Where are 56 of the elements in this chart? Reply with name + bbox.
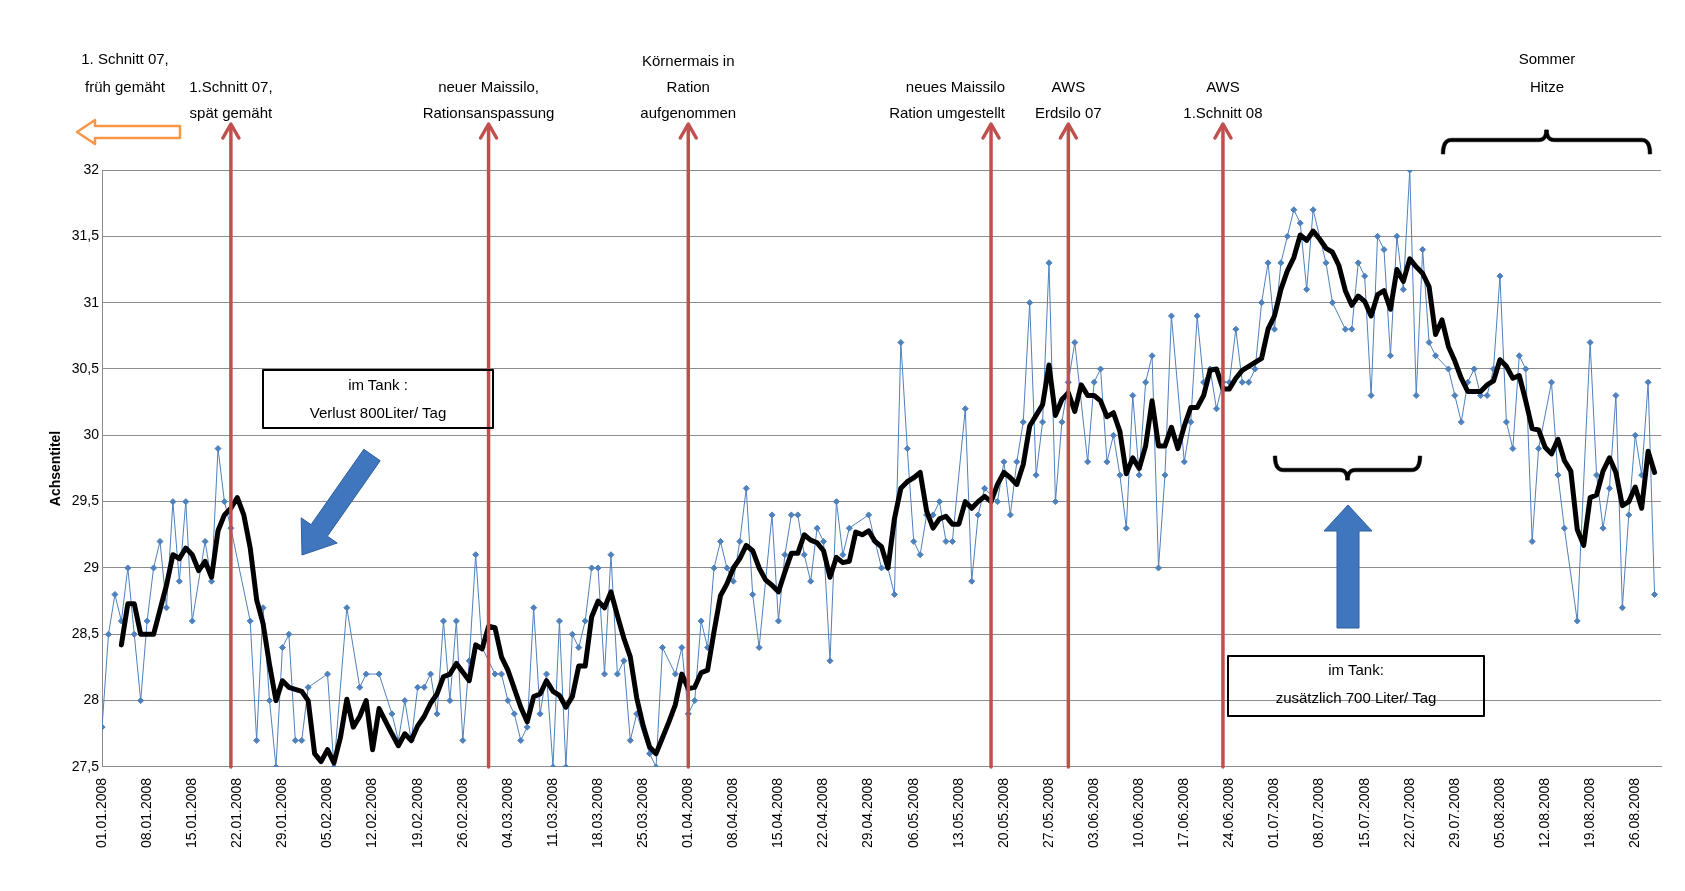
ref-line-label: neuer Maissilo, Rationsanspassung <box>422 78 555 121</box>
x-tick-label: 15.04.2008 <box>769 777 786 849</box>
annotation: im Tank: zusätzlich 700 Liter/ Tag <box>1275 661 1437 706</box>
y-tick-label: 31,5 <box>71 227 100 244</box>
x-tick-label: 17.06.2008 <box>1175 777 1192 849</box>
text: Sommer Hitze <box>1518 50 1576 95</box>
x-tick-label: 22.04.2008 <box>814 777 831 849</box>
x-tick-label: 20.05.2008 <box>994 777 1011 849</box>
x-tick-label: 19.08.2008 <box>1581 777 1597 849</box>
x-tick-label: 01.01.2008 <box>92 777 109 849</box>
y-tick-label: 30,5 <box>71 359 100 376</box>
y-tick-label: 28 <box>83 691 100 708</box>
x-tick-label: 01.07.2008 <box>1265 777 1282 849</box>
x-tick-label: 25.03.2008 <box>634 777 651 849</box>
ref-line-label: neues Maissilo Ration umgestellt <box>889 78 1006 121</box>
y-axis-title: Achsentitel <box>47 430 64 507</box>
x-tick-label: 29.04.2008 <box>859 777 876 849</box>
y-tick-label: 32 <box>83 160 100 177</box>
x-tick-label: 12.08.2008 <box>1535 777 1552 849</box>
ref-line-label: 1.Schnitt 07, spät gemäht <box>189 78 273 121</box>
x-tick-label: 10.06.2008 <box>1130 777 1147 849</box>
x-tick-label: 06.05.2008 <box>904 777 921 849</box>
y-tick-label: 29 <box>83 558 100 575</box>
y-tick-label: 30 <box>83 426 100 443</box>
x-tick-label: 24.06.2008 <box>1220 777 1237 849</box>
x-tick-label: 29.01.2008 <box>273 777 290 849</box>
y-tick-label: 31 <box>83 293 100 310</box>
x-tick-label: 22.07.2008 <box>1400 777 1417 849</box>
text: 1. Schnitt 07, früh gemäht <box>81 50 169 95</box>
x-tick-label: 12.02.2008 <box>363 777 380 849</box>
x-tick-label: 04.03.2008 <box>498 777 515 849</box>
ref-line-label: Körnermais in Ration aufgenommen <box>640 52 737 121</box>
x-tick-label: 26.02.2008 <box>453 777 470 849</box>
x-tick-label: 26.08.2008 <box>1626 777 1643 849</box>
annotation: im Tank : Verlust 800Liter/ Tag <box>309 376 447 421</box>
x-tick-label: 13.05.2008 <box>949 777 966 849</box>
ref-line-label: AWS Erdsilo 07 <box>1034 78 1102 121</box>
x-tick-label: 01.04.2008 <box>679 777 696 849</box>
x-tick-label: 08.01.2008 <box>138 777 154 849</box>
x-tick-label: 15.07.2008 <box>1355 777 1372 849</box>
x-tick-label: 05.02.2008 <box>318 777 335 849</box>
x-tick-label: 19.02.2008 <box>408 777 425 849</box>
y-tick-label: 28,5 <box>71 625 100 642</box>
x-tick-label: 03.06.2008 <box>1084 777 1101 849</box>
x-tick-label: 08.07.2008 <box>1310 777 1327 849</box>
y-tick-label: 29,5 <box>71 492 100 509</box>
y-tick-label: 27,5 <box>71 757 100 774</box>
ref-line-label: AWS 1.Schnitt 08 <box>1183 78 1263 121</box>
x-tick-label: 27.05.2008 <box>1039 777 1056 849</box>
x-tick-label: 18.03.2008 <box>588 777 605 849</box>
x-tick-label: 05.08.2008 <box>1490 777 1507 849</box>
x-tick-label: 08.04.2008 <box>724 777 741 849</box>
x-tick-label: 15.01.2008 <box>183 777 200 849</box>
x-tick-label: 11.03.2008 <box>543 777 560 847</box>
x-tick-label: 22.01.2008 <box>228 777 245 849</box>
x-tick-label: 29.07.2008 <box>1445 777 1462 849</box>
